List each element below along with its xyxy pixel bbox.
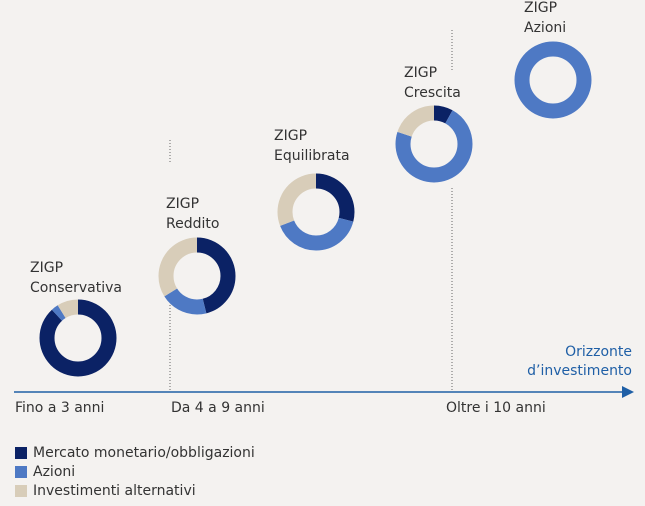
donut-segment — [277, 173, 355, 251]
donut-segment — [277, 173, 355, 251]
legend-swatch — [15, 466, 27, 478]
portfolio-name: Equilibrata — [274, 148, 350, 164]
donut-segment — [395, 105, 473, 183]
portfolio-prefix: ZIGP — [404, 65, 437, 81]
legend-label: Investimenti alternativi — [33, 483, 196, 499]
portfolio-prefix: ZIGP — [166, 196, 199, 212]
legend-label: Azioni — [33, 464, 75, 480]
horizon-label: Oltre i 10 anni — [446, 400, 546, 416]
donut-segment — [158, 237, 236, 315]
dotted-guides — [169, 30, 453, 390]
legend-swatch — [15, 447, 27, 459]
portfolio-name: Azioni — [524, 20, 566, 36]
portfolio-name: Reddito — [166, 216, 219, 232]
portfolio-name: Conservativa — [30, 280, 122, 296]
donut-segment — [395, 105, 473, 183]
legend-swatch — [15, 485, 27, 497]
axis-label: d’investimento — [527, 363, 632, 379]
axis-arrow — [622, 386, 634, 398]
portfolio-prefix: ZIGP — [524, 0, 557, 16]
portfolio-prefix: ZIGP — [30, 260, 63, 276]
donut-segment — [514, 41, 592, 119]
horizon-label: Da 4 a 9 anni — [171, 400, 265, 416]
horizon-label: Fino a 3 anni — [15, 400, 104, 416]
donut-segment — [158, 237, 236, 315]
axis-label: Orizzonte — [565, 344, 632, 360]
legend-label: Mercato monetario/obbligazioni — [33, 445, 255, 461]
portfolio-prefix: ZIGP — [274, 128, 307, 144]
portfolio-name: Crescita — [404, 85, 461, 101]
donut-segment — [39, 299, 117, 377]
